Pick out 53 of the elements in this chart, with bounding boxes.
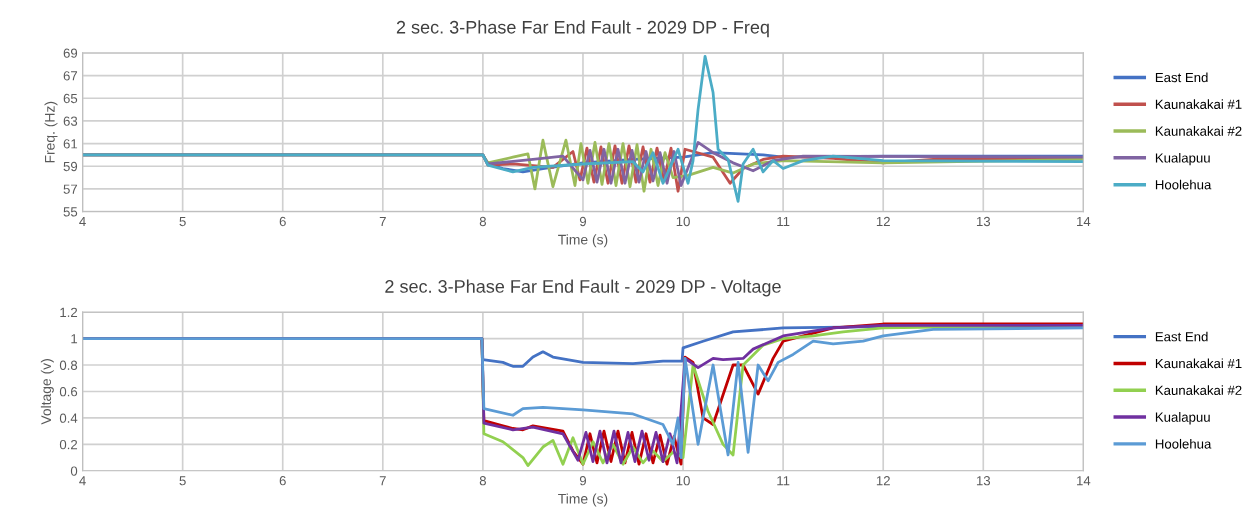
y-tick-label: 59	[63, 161, 78, 172]
y-tick-label: 0.4	[59, 413, 78, 423]
y-tick-label: 69	[63, 48, 78, 58]
y-tick-label: 63	[63, 116, 78, 126]
x-tick-label: 10	[676, 216, 690, 227]
y-tick-label: 0.6	[59, 387, 78, 397]
legend-label: Hoolehua	[1155, 179, 1212, 190]
chart-title: 2 sec. 3-Phase Far End Fault - 2029 DP - Freq	[396, 20, 769, 38]
x-tick-label: 9	[579, 476, 587, 486]
x-tick-label: 10	[676, 476, 690, 486]
x-tick-label: 5	[179, 476, 186, 486]
x-tick-label: 12	[876, 216, 890, 227]
x-tick-label: 7	[379, 216, 386, 227]
y-tick-label: 61	[63, 139, 78, 149]
y-tick-label: 1	[71, 334, 78, 344]
y-tick-label: 65	[63, 93, 78, 104]
x-tick-label: 5	[179, 216, 186, 227]
x-tick-label: 4	[79, 476, 86, 486]
x-tick-label: 9	[579, 216, 587, 227]
y-tick-label: 57	[63, 184, 78, 194]
x-tick-label: 6	[279, 476, 286, 486]
x-tick-label: 6	[279, 216, 286, 227]
y-axis-title: Voltage (v)	[40, 359, 54, 425]
x-axis-title: Time (s)	[558, 493, 608, 507]
x-tick-label: 11	[777, 216, 790, 227]
x-tick-label: 14	[1077, 216, 1091, 227]
y-tick-label: 0.8	[59, 360, 78, 370]
x-tick-label: 8	[479, 216, 486, 227]
x-tick-label: 11	[777, 476, 790, 486]
x-tick-label: 4	[79, 216, 86, 227]
x-tick-label: 13	[976, 476, 991, 486]
legend-label: Kaunakakai #2	[1155, 385, 1242, 395]
legend-label: East End	[1155, 72, 1208, 83]
y-tick-label: 55	[63, 207, 78, 217]
legend-label: Hoolehua	[1155, 438, 1212, 449]
legend-label: East End	[1155, 331, 1208, 342]
y-tick-label: 67	[63, 71, 78, 81]
x-axis-title: Time (s)	[558, 234, 608, 248]
x-tick-label: 8	[479, 476, 486, 486]
x-tick-label: 13	[976, 216, 991, 227]
y-axis-title: Freq. (Hz)	[44, 101, 58, 163]
x-tick-label: 12	[876, 476, 890, 486]
y-tick-label: 0.2	[59, 439, 78, 450]
legend-label: Kaunakakai #1	[1155, 99, 1242, 109]
y-tick-label: 1.2	[60, 307, 78, 317]
y-tick-label: 0	[70, 466, 78, 476]
legend-label: Kaunakakai #1	[1155, 358, 1242, 369]
legend-label: Kaunakakai #2	[1155, 126, 1242, 136]
chart-title: 2 sec. 3-Phase Far End Fault - 2029 DP - Voltage	[385, 279, 781, 297]
x-tick-label: 14	[1077, 476, 1091, 486]
legend-label: Kualapuu	[1155, 152, 1210, 166]
x-tick-label: 7	[379, 476, 386, 486]
legend-label: Kualapuu	[1155, 412, 1210, 425]
